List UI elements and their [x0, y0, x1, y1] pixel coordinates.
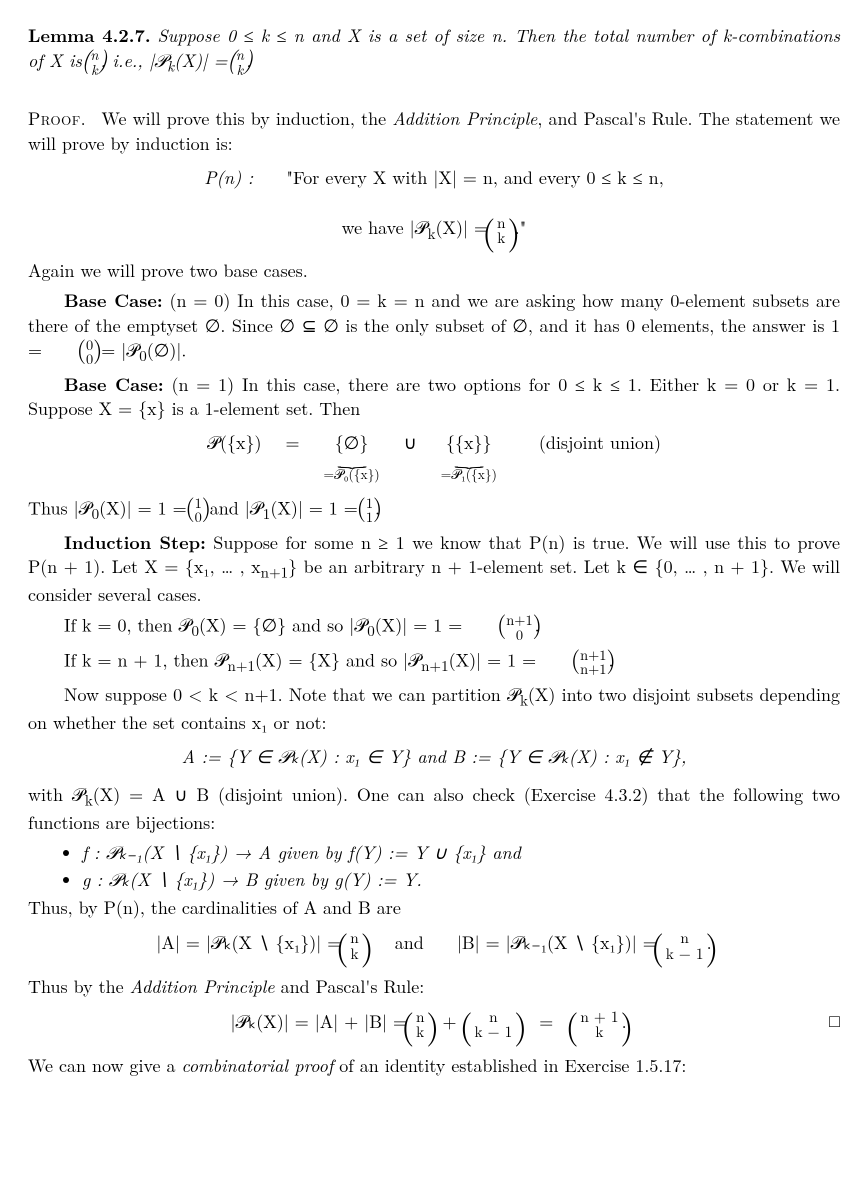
again-two-cases: Again we will prove two base cases. [28, 259, 840, 283]
binom-nk-A: nk [347, 930, 362, 961]
cardinality-AB: |A| = |𝒫ₖ(X ∖ {x₁})| = nk and |B| = |𝒫ₖ₋… [28, 930, 840, 961]
AB-definition: A := {Y ∈ 𝒫ₖ(X) : x₁ ∈ Y} and B := {Y ∈ … [28, 745, 840, 769]
pn-statement: P(n) : "For every X with |X| = n, and ev… [28, 166, 840, 245]
lemma-statement: Lemma 4.2.7. Suppose 0 ≤ k ≤ n and X is … [28, 24, 840, 77]
thus-addition: Thus by the Addition Principle and Pasca… [28, 975, 840, 999]
induction-step: Induction Step: Suppose for some n ≥ 1 w… [28, 531, 840, 607]
with-pk: with 𝒫k(X) = A ∪ B (disjoint union). One… [28, 783, 840, 835]
binom-nk-display: nk [494, 215, 509, 246]
closing-line: We can now give a combinatorial proof of… [28, 1054, 840, 1078]
underbrace-single: {{x}} ⏟ =𝒫₁({x}) [441, 431, 497, 481]
binom-nk1-B: nk − 1 [663, 930, 707, 961]
thus-pn: Thus, by P(n), the cardinalities of A an… [28, 896, 840, 920]
underbrace-empty: {∅} ⏟ =𝒫₀({x}) [324, 431, 380, 481]
binom-nk-1: nk [88, 48, 100, 77]
proof-head: Proof. [28, 106, 86, 131]
binom-nk-2: nk [234, 48, 246, 77]
lemma-text-2: , i.e., |𝒫 [100, 48, 167, 73]
if-k-0: If k = 0, then 𝒫0(X) = {∅} and so |𝒫0(X)… [28, 613, 840, 642]
thus-base1: Thus |𝒫0(X)| = 1 = 10 and |𝒫1(X)| = 1 = … [28, 496, 840, 525]
final-equation: |𝒫ₖ(X)| = |A| + |B| = nk + nk − 1 = n + … [28, 1009, 840, 1040]
pset-decomposition: 𝒫({x}) = {∅} ⏟ =𝒫₀({x}) ∪ {{x}} ⏟ =𝒫₁({x… [28, 431, 840, 481]
binom-final-2: nk − 1 [471, 1009, 515, 1040]
binom-np1-np1: n+1n+1 [542, 648, 608, 677]
bullet-f: f : 𝒫ₖ₋₁(X ∖ {x₁}) → A given by f(Y) := … [82, 841, 840, 865]
binom-np1-0: n+10 [468, 613, 534, 642]
binom-10: 10 [193, 496, 204, 525]
binom-final-3: n + 1k [577, 1009, 621, 1040]
if-k-n1: If k = n + 1, then 𝒫n+1(X) = {X} and so … [28, 648, 840, 677]
addition-principle-ref-2: Addition Principle [130, 974, 275, 999]
bijection-list: f : 𝒫ₖ₋₁(X ∖ {x₁}) → A given by f(Y) := … [82, 841, 840, 892]
qed-symbol: □ [829, 1009, 840, 1033]
lemma-text-3: (X)| = [174, 48, 234, 73]
now-suppose: Now suppose 0 < k < n+1. Note that we ca… [28, 683, 840, 735]
binom-11: 11 [364, 496, 375, 525]
base-case-0: Base Case: (n = 0) In this case, 0 = k =… [28, 289, 840, 366]
binom-final-1: nk [413, 1009, 428, 1040]
proof-intro: Proof. We will prove this by induction, … [28, 107, 840, 156]
bullet-g: g : 𝒫ₖ(X ∖ {x₁}) → B given by g(Y) := Y. [82, 868, 840, 892]
base-case-1: Base Case: (n = 1) In this case, there a… [28, 373, 840, 422]
binom-00: 00 [48, 338, 95, 367]
addition-principle-ref-1: Addition Principle [392, 106, 537, 131]
